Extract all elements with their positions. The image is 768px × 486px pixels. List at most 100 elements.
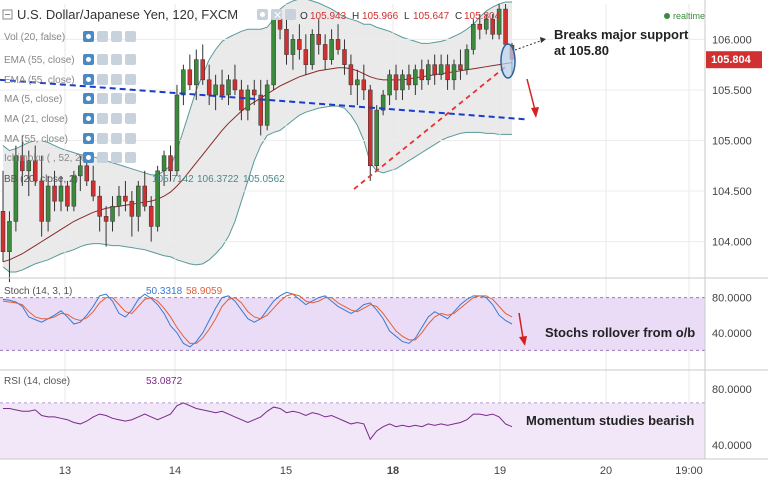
settings-icon[interactable] bbox=[97, 54, 108, 65]
stoch-arrowhead bbox=[519, 336, 527, 346]
indicator-row[interactable]: Ichimoku ( , 52, 26) bbox=[4, 152, 136, 164]
candle bbox=[316, 19, 321, 55]
indicator-row[interactable]: MA (21, close) bbox=[4, 113, 136, 125]
candle-body bbox=[316, 34, 321, 45]
stoch-legend: Stoch (14, 3, 1) 50.3318 58.9059 bbox=[4, 286, 223, 297]
indicator-row[interactable]: MA (5, close) bbox=[4, 93, 136, 105]
candle-body bbox=[335, 39, 341, 50]
more-icon[interactable] bbox=[125, 152, 136, 163]
more-icon[interactable] bbox=[125, 31, 136, 42]
candle-body bbox=[58, 185, 64, 202]
candle bbox=[496, 4, 502, 40]
candle-body bbox=[71, 175, 77, 207]
candle bbox=[97, 186, 102, 232]
rsi-tick-label: 80.0000 bbox=[712, 384, 752, 396]
candle bbox=[252, 79, 257, 106]
indicator-label: EMA (55, close) bbox=[4, 55, 75, 66]
close-icon[interactable] bbox=[111, 133, 122, 144]
breaks-text-line1: Breaks major support bbox=[554, 27, 689, 42]
settings-icon[interactable] bbox=[97, 152, 108, 163]
indicator-legend: Vol (20, false) EMA (55, close) EMA (55, c… bbox=[4, 31, 136, 164]
candle bbox=[400, 69, 405, 101]
candle-body bbox=[187, 69, 193, 86]
candle bbox=[477, 14, 483, 40]
indicator-label: MA (5, close) bbox=[4, 94, 62, 105]
candle-body bbox=[110, 205, 115, 222]
close-icon[interactable] bbox=[111, 152, 122, 163]
indicator-row[interactable]: Vol (20, false) bbox=[4, 31, 136, 43]
close-icon[interactable] bbox=[111, 113, 122, 124]
candle-body bbox=[136, 185, 141, 217]
close-icon[interactable] bbox=[111, 31, 122, 42]
candle bbox=[0, 170, 6, 262]
candle bbox=[464, 44, 470, 75]
candle bbox=[342, 39, 347, 75]
candle bbox=[355, 69, 360, 106]
candle bbox=[110, 196, 115, 232]
more-icon[interactable] bbox=[125, 93, 136, 104]
candle-body bbox=[264, 84, 270, 126]
settings-icon[interactable] bbox=[97, 93, 108, 104]
chart-header: U.S. Dollar/Japanese Yen, 120, FXCM ✕ O … bbox=[2, 7, 705, 22]
candle-body bbox=[13, 155, 19, 222]
rsi-value-label: 53.0872 bbox=[146, 376, 183, 387]
support-trendline bbox=[0, 78, 526, 121]
indicator-row[interactable]: EMA (55, close) bbox=[4, 54, 136, 66]
settings-icon[interactable] bbox=[97, 74, 108, 85]
candle-body bbox=[464, 49, 470, 70]
more-icon[interactable] bbox=[125, 133, 136, 144]
candle bbox=[123, 180, 128, 212]
candle bbox=[142, 170, 147, 212]
candle bbox=[297, 24, 302, 60]
more-icon[interactable] bbox=[125, 74, 136, 85]
candle-body bbox=[168, 155, 173, 172]
pointer-line bbox=[514, 39, 544, 51]
more-icon[interactable] bbox=[125, 54, 136, 65]
close-icon[interactable] bbox=[111, 93, 122, 104]
rising-trendline bbox=[353, 63, 509, 190]
more-icon[interactable] bbox=[285, 9, 296, 20]
stochs-annotation: Stochs rollover from o/b bbox=[545, 325, 695, 340]
more-icon[interactable] bbox=[125, 113, 136, 124]
stoch-tick-label: 80.0000 bbox=[712, 293, 752, 305]
settings-icon[interactable] bbox=[97, 31, 108, 42]
realtime-dot bbox=[664, 13, 670, 19]
candle-body bbox=[284, 29, 289, 55]
close-icon[interactable] bbox=[111, 54, 122, 65]
indicator-row[interactable]: EMA (55, close) bbox=[4, 74, 136, 86]
indicator-row[interactable]: MA (55, close) bbox=[4, 133, 136, 145]
x-tick-label: 18 bbox=[387, 465, 399, 477]
settings-icon[interactable] bbox=[97, 133, 108, 144]
candle-body bbox=[290, 39, 296, 55]
candle-body bbox=[148, 205, 154, 227]
collapse-icon[interactable] bbox=[2, 9, 13, 20]
candle bbox=[206, 64, 212, 106]
candle-body bbox=[380, 94, 386, 111]
candle-body bbox=[471, 23, 476, 50]
trendlines bbox=[0, 63, 526, 190]
candle bbox=[20, 135, 25, 186]
candle-body bbox=[496, 8, 502, 35]
candle-body bbox=[174, 94, 180, 172]
candle-body bbox=[45, 185, 51, 222]
last-price-tag: 105.804 bbox=[706, 51, 762, 69]
candle bbox=[200, 44, 205, 85]
candle-body bbox=[490, 18, 495, 35]
candle bbox=[348, 54, 354, 95]
candle bbox=[329, 29, 334, 65]
candle bbox=[471, 19, 476, 55]
candle-body bbox=[322, 44, 328, 60]
candle-body bbox=[181, 69, 186, 96]
stoch-label: Stoch (14, 3, 1) bbox=[4, 286, 72, 297]
candle bbox=[432, 54, 437, 85]
close-icon[interactable] bbox=[111, 74, 122, 85]
x-tick-label: 15 bbox=[280, 465, 292, 477]
candle bbox=[380, 89, 386, 116]
candle bbox=[503, 4, 508, 45]
candle-body bbox=[252, 89, 257, 96]
close-icon[interactable] bbox=[271, 9, 282, 20]
candle-body bbox=[445, 64, 450, 81]
settings-icon[interactable] bbox=[97, 113, 108, 124]
